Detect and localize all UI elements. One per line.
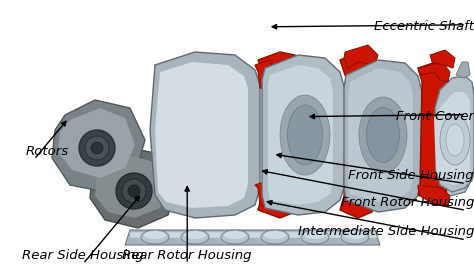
Ellipse shape: [341, 230, 369, 244]
Polygon shape: [125, 230, 380, 245]
Polygon shape: [262, 55, 345, 215]
Text: Front Cover: Front Cover: [396, 110, 474, 123]
Polygon shape: [90, 148, 178, 228]
Ellipse shape: [304, 231, 326, 239]
Circle shape: [85, 136, 109, 160]
Polygon shape: [418, 62, 448, 200]
Circle shape: [122, 179, 146, 203]
Polygon shape: [430, 50, 455, 68]
Polygon shape: [155, 62, 248, 208]
Polygon shape: [418, 62, 450, 82]
Text: Eccentric Shaft: Eccentric Shaft: [374, 20, 474, 33]
Polygon shape: [340, 52, 378, 218]
Ellipse shape: [264, 231, 286, 239]
Circle shape: [91, 142, 103, 154]
Text: Rotors: Rotors: [26, 145, 69, 158]
Polygon shape: [348, 68, 413, 202]
Text: Rear Side Housing: Rear Side Housing: [22, 250, 144, 262]
Polygon shape: [456, 62, 470, 78]
Polygon shape: [95, 156, 168, 218]
Ellipse shape: [181, 230, 209, 244]
Polygon shape: [130, 232, 377, 238]
Text: Front Rotor Housing: Front Rotor Housing: [341, 196, 474, 209]
Ellipse shape: [288, 105, 322, 165]
Circle shape: [116, 173, 152, 209]
Text: Front Side Housing: Front Side Housing: [348, 169, 474, 182]
Polygon shape: [344, 45, 378, 68]
Ellipse shape: [141, 230, 169, 244]
Ellipse shape: [440, 115, 470, 165]
Text: Intermediate Side Housing: Intermediate Side Housing: [298, 225, 474, 238]
Ellipse shape: [280, 95, 330, 175]
Polygon shape: [344, 60, 422, 212]
Polygon shape: [58, 108, 135, 178]
Ellipse shape: [221, 230, 249, 244]
Polygon shape: [435, 76, 474, 192]
Polygon shape: [255, 60, 275, 90]
Circle shape: [128, 185, 140, 197]
Ellipse shape: [344, 231, 366, 239]
Ellipse shape: [301, 230, 329, 244]
Polygon shape: [255, 180, 275, 208]
Polygon shape: [258, 52, 298, 218]
Text: Rear Rotor Housing: Rear Rotor Housing: [122, 250, 252, 262]
Circle shape: [79, 130, 115, 166]
Ellipse shape: [144, 231, 166, 239]
Ellipse shape: [359, 97, 407, 173]
Ellipse shape: [366, 107, 400, 162]
Polygon shape: [418, 185, 450, 206]
Polygon shape: [428, 80, 474, 196]
Ellipse shape: [446, 124, 464, 156]
Ellipse shape: [224, 231, 246, 239]
Ellipse shape: [261, 230, 289, 244]
Polygon shape: [52, 100, 145, 192]
Polygon shape: [150, 52, 260, 218]
Ellipse shape: [184, 231, 206, 239]
Polygon shape: [434, 92, 470, 185]
Polygon shape: [268, 65, 333, 205]
